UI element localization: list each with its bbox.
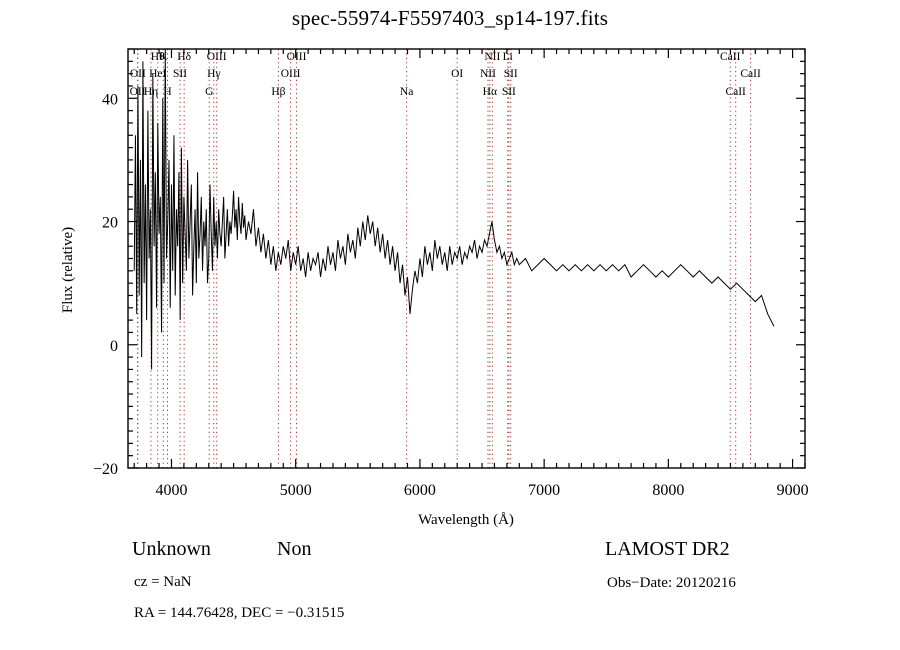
line-label-H: Hη: [144, 86, 158, 98]
line-label-NII: NII: [480, 68, 496, 80]
line-label-OII: OII: [130, 68, 146, 80]
object-subclass: Non: [277, 538, 312, 560]
spectrum-trace: [133, 48, 775, 370]
svg-text:6000: 6000: [404, 482, 436, 499]
line-label-Na: Na: [400, 86, 413, 98]
line-label-OIII: OIII: [207, 51, 227, 63]
line-label-OIII: OIII: [287, 51, 307, 63]
svg-text:−20: −20: [93, 461, 118, 478]
line-label-H: Hβ: [271, 86, 285, 98]
line-label-CaII: CaII: [740, 68, 761, 80]
object-class: Unknown: [132, 538, 211, 560]
line-label-Li: Li: [503, 51, 513, 63]
svg-text:7000: 7000: [528, 482, 560, 499]
svg-text:5000: 5000: [280, 482, 312, 499]
line-label-SII: SII: [173, 68, 187, 80]
line-label-OI: OI: [451, 68, 463, 80]
obs-date: Obs−Date: 20120216: [607, 575, 736, 591]
line-label-H: Hα: [483, 86, 497, 98]
survey-name: LAMOST DR2: [605, 538, 730, 560]
coordinates: RA = 144.76428, DEC = −0.31515: [134, 605, 345, 621]
line-marker-gridlines: [137, 49, 752, 468]
page-title: spec-55974-F5597403_sp14-197.fits: [291, 6, 609, 30]
line-label-H: H: [163, 86, 171, 98]
line-label-G: G: [205, 86, 213, 98]
line-label-CaII: CaII: [725, 86, 746, 98]
line-label-H: Hθ: [151, 51, 165, 63]
line-label-K: K: [159, 51, 168, 63]
line-label-H: Hδ: [177, 51, 191, 63]
axis-frame: [127, 48, 806, 469]
svg-text:8000: 8000: [652, 482, 684, 499]
line-label-SII: SII: [502, 86, 516, 98]
line-label-H: Hγ: [207, 68, 220, 80]
svg-text:4000: 4000: [155, 482, 187, 499]
svg-text:40: 40: [102, 91, 118, 108]
line-label-CaII: CaII: [720, 51, 741, 63]
line-label-OIII: OIII: [281, 68, 301, 80]
cz-value: cz = NaN: [134, 574, 192, 590]
svg-text:9000: 9000: [777, 482, 809, 499]
line-label-HeI: HeI: [149, 68, 166, 80]
y-axis-ticks: 40 20 0 −20: [93, 48, 805, 478]
x-axis-ticks: 4000 5000 6000 7000 8000 9000: [133, 49, 809, 499]
svg-text:20: 20: [102, 215, 118, 232]
line-label-OII: OII: [130, 86, 146, 98]
line-label-NII: NII: [484, 51, 500, 63]
y-axis-label: Flux (relative): [60, 227, 76, 313]
svg-text:0: 0: [110, 338, 118, 355]
line-label-SII: SII: [504, 68, 518, 80]
x-axis-label: Wavelength (Å): [418, 512, 514, 528]
